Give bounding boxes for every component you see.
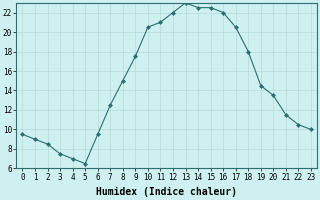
X-axis label: Humidex (Indice chaleur): Humidex (Indice chaleur) bbox=[96, 187, 237, 197]
